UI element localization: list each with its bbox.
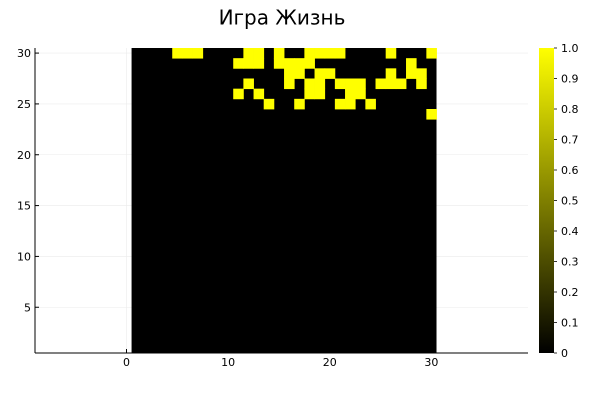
heatmap-cell: [172, 48, 183, 59]
colorbar-tick-label: 0.6: [561, 164, 579, 177]
heatmap-cell: [243, 58, 254, 69]
colorbar-tick-label: 0.8: [561, 103, 579, 116]
heatmap-cell: [294, 98, 305, 110]
heatmap-cell: [284, 68, 295, 79]
colorbar-tick-label: 0.9: [561, 73, 579, 86]
colorbar-tick-label: 0.2: [561, 286, 579, 299]
heatmap-cell: [395, 78, 407, 90]
heatmap-cell: [304, 78, 315, 90]
heatmap-cell: [243, 78, 254, 90]
heatmap-cell: [314, 68, 326, 79]
y-tick-label: 25: [17, 98, 31, 111]
heatmap-background: [131, 48, 437, 353]
heatmap-cell: [375, 78, 387, 90]
x-tick-label: 0: [123, 356, 130, 369]
y-tick-label: 15: [17, 200, 31, 213]
heatmap-cell: [385, 48, 397, 59]
heatmap-cell: [243, 48, 254, 59]
heatmap-cell: [355, 78, 366, 90]
heatmap-cell: [233, 88, 244, 100]
chart-title: Игра Жизнь: [219, 6, 346, 30]
heatmap-cell: [304, 48, 315, 59]
heatmap-cell: [284, 78, 295, 90]
heatmap-cell: [233, 58, 244, 69]
heatmap-cell: [406, 58, 417, 69]
heatmap-cell: [345, 78, 356, 90]
heatmap-cell: [273, 58, 285, 69]
heatmap-cell: [426, 48, 437, 59]
x-tick-label: 20: [323, 356, 337, 369]
heatmap-cell: [324, 68, 336, 79]
x-tick-label: 30: [424, 356, 438, 369]
heatmap-cell: [345, 88, 356, 100]
colorbar-tick-label: 0.3: [561, 256, 579, 269]
heatmap-cell: [294, 68, 305, 79]
heatmap-cell: [334, 78, 346, 90]
heatmap-cell: [253, 88, 265, 100]
heatmap-cell: [385, 78, 397, 90]
y-tick-label: 30: [17, 47, 31, 60]
x-axis-ticks: 0 10 20 30: [123, 349, 438, 369]
heatmap-cell: [263, 98, 275, 110]
heatmap-cell: [406, 68, 417, 79]
x-tick-label: 10: [221, 356, 235, 369]
heatmap-cell: [182, 48, 193, 59]
heatmap-cell: [324, 48, 336, 59]
heatmap-cell: [365, 98, 376, 110]
heatmap-cell: [345, 98, 356, 110]
colorbar-tick-label: 0.4: [561, 225, 579, 238]
heatmap-cell: [416, 68, 427, 79]
heatmap-cell: [253, 48, 265, 59]
heatmap-cell: [355, 88, 366, 100]
heatmap-cell: [192, 48, 204, 59]
heatmap-cell: [304, 58, 315, 69]
heatmap-cell: [416, 78, 427, 90]
colorbar-tick-label: 0.5: [561, 195, 579, 208]
heatmap-cell: [284, 58, 295, 69]
heatmap-cell: [426, 109, 437, 120]
heatmap-cell: [253, 58, 265, 69]
heatmap-cell: [314, 48, 326, 59]
axes: [34, 48, 528, 354]
heatmap-cell: [314, 88, 326, 100]
heatmap-cell: [304, 88, 315, 100]
heatmap-cell: [334, 98, 346, 110]
colorbar-tick-label: 0.1: [561, 317, 579, 330]
colorbar-tick-label: 1.0: [561, 42, 579, 55]
colorbar-gradient: [539, 48, 554, 353]
heatmap-cell: [334, 48, 346, 59]
colorbar: 0 0.1 0.2 0.3 0.4 0.5 0.6 0.7 0.8 0.9 1.0: [539, 42, 579, 360]
heatmap-cell: [294, 58, 305, 69]
heatmap-cell: [385, 68, 397, 79]
y-tick-label: 5: [24, 301, 31, 314]
colorbar-tick-label: 0.7: [561, 134, 579, 147]
y-tick-label: 10: [17, 250, 31, 263]
heatmap-cell: [273, 48, 285, 59]
heatmap-cell: [314, 78, 326, 90]
heatmap-cells: [131, 48, 437, 353]
y-axis-ticks: 5 10 15 20 25 30: [17, 47, 39, 314]
colorbar-tick-label: 0: [561, 347, 568, 360]
y-tick-label: 20: [17, 149, 31, 162]
